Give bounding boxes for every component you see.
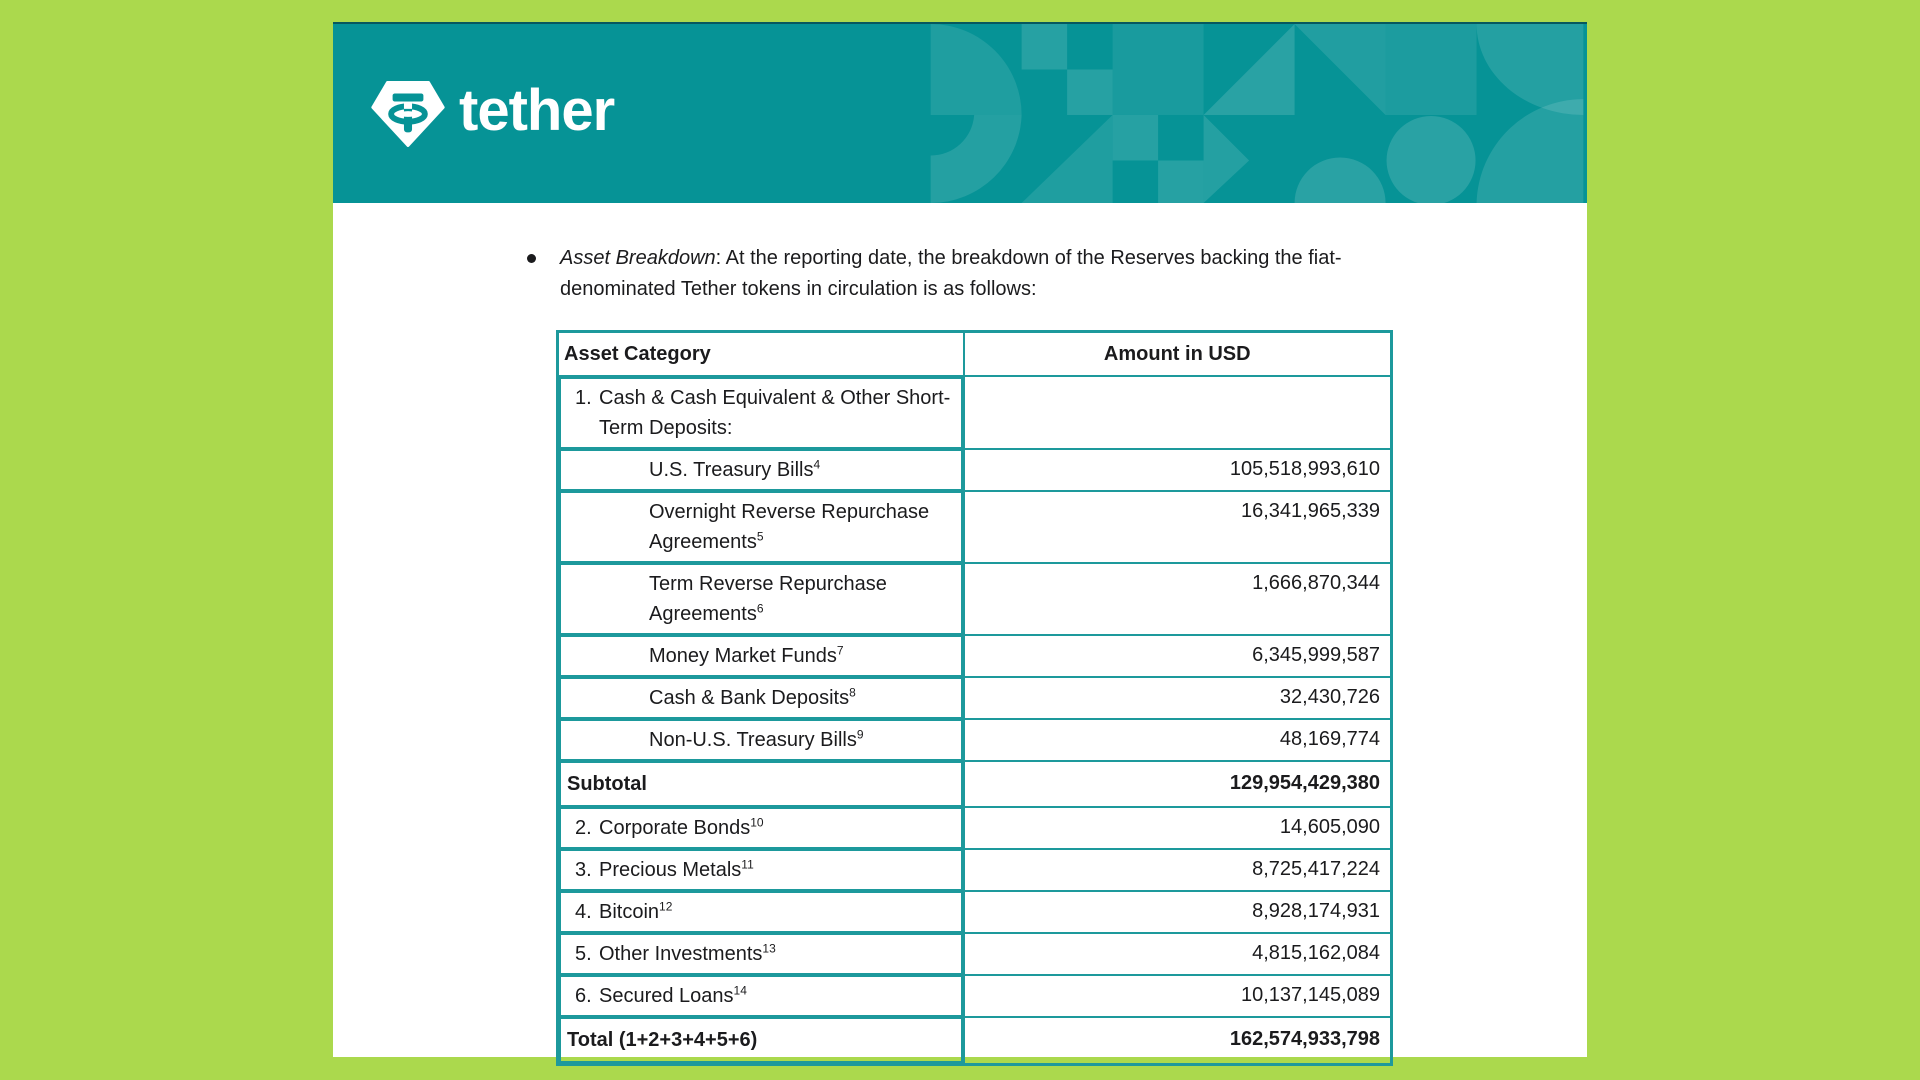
table-row: 2. Corporate Bonds10 14,605,090 [558,806,1393,850]
asset-table-body: 1. Cash & Cash Equivalent & Other Short-T… [558,375,1393,1066]
footnote-reference: 12 [659,899,673,914]
reserves-table: Asset Category Amount in USD 1. Cash & Ca… [556,330,1393,1066]
footnote-reference: 13 [762,941,776,956]
table-row: Subtotal 129,954,429,380 [558,760,1393,808]
table-row: 4. Bitcoin12 8,928,174,931 [558,890,1393,934]
table-row: Total (1+2+3+4+5+6) 162,574,933,798 [558,1016,1393,1066]
amount-cell: 162,574,933,798 [962,1016,1393,1066]
table-row: Overnight Reverse Repurchase Agreements5… [558,490,1393,564]
amount-cell: 1,666,870,344 [962,562,1393,636]
asset-category-label: Cash & Bank Deposits8 [649,685,856,709]
footnote-reference: 9 [856,727,864,742]
category-cell: Non-U.S. Treasury Bills9 [559,719,963,761]
table-header-row: Asset Category Amount in USD [556,330,1393,377]
row-number: 3. [575,859,592,881]
footnote-reference: 7 [836,643,844,658]
tether-logo-icon [371,80,445,147]
table-row: U.S. Treasury Bills4 105,518,993,610 [558,448,1393,492]
category-cell: Overnight Reverse Repurchase Agreements5 [559,491,963,563]
asset-category-label: Secured Loans14 [599,983,747,1007]
document-page: tether Asse [333,22,1587,1066]
footnote-reference: 4 [813,457,821,472]
bullet-icon [527,254,536,263]
category-cell: 3. Precious Metals11 [559,849,963,891]
asset-category-label: Non-U.S. Treasury Bills9 [649,727,864,751]
table-row: Term Reverse Repurchase Agreements6 1,666… [558,562,1393,636]
asset-category-label: Cash & Cash Equivalent & Other Short-Ter… [599,387,951,439]
row-number: 6. [575,985,592,1007]
category-cell: 2. Corporate Bonds10 [559,807,963,849]
table-row: 3. Precious Metals11 8,725,417,224 [558,848,1393,892]
amount-cell: 32,430,726 [962,676,1393,720]
asset-category-label: Corporate Bonds10 [599,815,764,839]
category-cell: U.S. Treasury Bills4 [559,449,963,491]
asset-category-label: Other Investments13 [599,941,776,965]
asset-category-label: Term Reverse Repurchase Agreements6 [649,573,887,625]
category-cell: 1. Cash & Cash Equivalent & Other Short-T… [559,377,963,449]
table-row: Cash & Bank Deposits8 32,430,726 [558,676,1393,720]
asset-breakdown-paragraph: Asset Breakdown: At the reporting date, … [527,243,1452,305]
asset-category-label: Overnight Reverse Repurchase Agreements5 [649,501,930,553]
asset-category-label: Money Market Funds7 [649,643,844,667]
asset-category-label: Total (1+2+3+4+5+6) [567,1029,758,1051]
table-row: Non-U.S. Treasury Bills9 48,169,774 [558,718,1393,762]
amount-cell: 105,518,993,610 [962,448,1393,492]
category-cell: Term Reverse Repurchase Agreements6 [559,563,963,635]
footnote-reference: 8 [849,685,856,700]
column-header-asset-category: Asset Category [556,330,965,377]
footnote-reference: 10 [750,815,764,830]
asset-category-label: Precious Metals11 [599,857,754,881]
category-cell: Subtotal [559,761,963,807]
row-number: 1. [575,387,592,409]
amount-cell: 16,341,965,339 [962,490,1393,564]
table-row: Money Market Funds7 6,345,999,587 [558,634,1393,678]
paragraph-lead: Asset Breakdown [560,247,716,269]
row-number: 4. [575,901,592,923]
category-cell: 6. Secured Loans14 [559,975,963,1017]
footnote-reference: 11 [741,857,754,872]
tether-wordmark: tether [459,77,615,143]
footnote-reference: 5 [756,529,764,544]
brand-header: tether [333,22,1587,203]
table-row: 6. Secured Loans14 10,137,145,089 [558,974,1393,1018]
category-cell: 4. Bitcoin12 [559,891,963,933]
header-geometric-pattern [930,24,1584,203]
column-header-amount-usd: Amount in USD [962,330,1393,377]
amount-cell: 10,137,145,089 [962,974,1393,1018]
amount-cell: 48,169,774 [962,718,1393,762]
category-cell: 5. Other Investments13 [559,933,963,975]
category-cell: Money Market Funds7 [559,635,963,677]
footnote-reference: 14 [733,983,747,998]
amount-cell: 8,725,417,224 [962,848,1393,892]
footnote-reference: 6 [756,601,764,616]
amount-cell: 129,954,429,380 [962,760,1393,808]
asset-category-label: Bitcoin12 [599,899,673,923]
paragraph-text: : At the reporting date, the breakdown o… [560,247,1342,300]
category-cell: Cash & Bank Deposits8 [559,677,963,719]
amount-cell: 6,345,999,587 [962,634,1393,678]
amount-cell: 8,928,174,931 [962,890,1393,934]
amount-cell [962,375,1393,450]
row-number: 5. [575,943,592,965]
asset-category-label: U.S. Treasury Bills4 [649,457,821,481]
table-row: 1. Cash & Cash Equivalent & Other Short-T… [558,375,1393,450]
tether-brand: tether [371,77,615,147]
table-row: 5. Other Investments13 4,815,162,084 [558,932,1393,976]
asset-category-label: Subtotal [567,773,647,795]
amount-cell: 14,605,090 [962,806,1393,850]
row-number: 2. [575,817,592,839]
category-cell: Total (1+2+3+4+5+6) [559,1017,963,1063]
amount-cell: 4,815,162,084 [962,932,1393,976]
